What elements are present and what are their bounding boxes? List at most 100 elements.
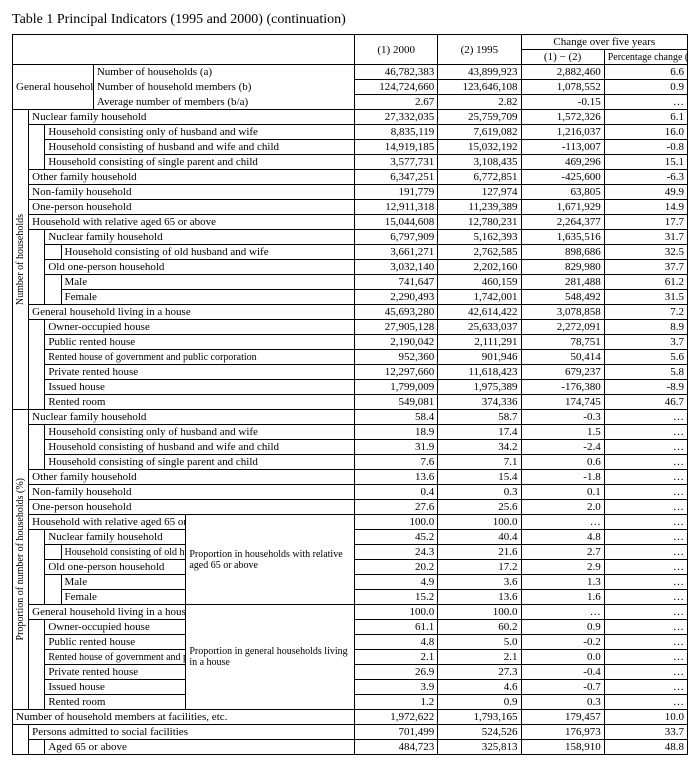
- cell-value: 58.7: [438, 410, 521, 425]
- cell-value: 1.6: [521, 590, 604, 605]
- cell-value: 100.0: [438, 515, 521, 530]
- cell-label: Number of households (a): [93, 65, 354, 80]
- cell-value: 6,772,851: [438, 170, 521, 185]
- cell-value: …: [604, 575, 687, 590]
- cell-value: 158,910: [521, 740, 604, 755]
- cell-value: -0.2: [521, 635, 604, 650]
- cell-value: 5.8: [604, 365, 687, 380]
- cell-value: 45.2: [355, 530, 438, 545]
- cell-value: 21.6: [438, 545, 521, 560]
- cell-label: Number of household members (b): [93, 80, 354, 95]
- cell-value: 11,239,389: [438, 200, 521, 215]
- cell-value: …: [521, 605, 604, 620]
- cell-label: Household consisting of husband and wife…: [45, 140, 355, 155]
- cell-value: 701,499: [355, 725, 438, 740]
- cell-value: 45,693,280: [355, 305, 438, 320]
- cell-value: -2.4: [521, 440, 604, 455]
- cell-label: Public rented house: [45, 335, 355, 350]
- cell-value: -0.3: [521, 410, 604, 425]
- note-proportion-rel65: Proportion in households with relative a…: [186, 515, 355, 605]
- cell-value: 0.4: [355, 485, 438, 500]
- cell-value: -176,380: [521, 380, 604, 395]
- cell-value: 484,723: [355, 740, 438, 755]
- cell-value: 2,190,042: [355, 335, 438, 350]
- cell-value: 12,297,660: [355, 365, 438, 380]
- cell-label: Male: [61, 575, 186, 590]
- cell-value: 1,216,037: [521, 125, 604, 140]
- cell-value: 78,751: [521, 335, 604, 350]
- cell-value: 1.2: [355, 695, 438, 710]
- cell-value: 15.4: [438, 470, 521, 485]
- cell-value: 11,618,423: [438, 365, 521, 380]
- cell-value: 15.1: [604, 155, 687, 170]
- cell-value: -6.3: [604, 170, 687, 185]
- cell-value: …: [604, 605, 687, 620]
- cell-value: …: [604, 425, 687, 440]
- cell-value: 1,972,622: [355, 710, 438, 725]
- cell-value: 1,572,326: [521, 110, 604, 125]
- cell-value: 2.9: [521, 560, 604, 575]
- cell-label: Other family household: [29, 170, 355, 185]
- cell-label: Nuclear family household: [29, 110, 355, 125]
- cell-value: 176,973: [521, 725, 604, 740]
- cell-label: Other family household: [29, 470, 355, 485]
- cell-label: Household consisting of husband and wife…: [45, 440, 355, 455]
- cell-value: -8.9: [604, 380, 687, 395]
- cell-label: Rented room: [45, 695, 186, 710]
- cell-value: 32.5: [604, 245, 687, 260]
- note-proportion-general: Proportion in general households living …: [186, 605, 355, 710]
- cell-label: Household with relative aged 65 or above: [29, 515, 186, 530]
- cell-label: One-person household: [29, 200, 355, 215]
- cell-value: 42,614,422: [438, 305, 521, 320]
- cell-value: 2.1: [438, 650, 521, 665]
- indicators-table: (1) 2000 (2) 1995 Change over five years…: [12, 34, 688, 755]
- cell-value: 0.6: [521, 455, 604, 470]
- cell-value: 1,671,929: [521, 200, 604, 215]
- cell-value: 34.2: [438, 440, 521, 455]
- cell-value: …: [604, 635, 687, 650]
- cell-value: 2.1: [355, 650, 438, 665]
- cell-value: -0.7: [521, 680, 604, 695]
- cell-label: Female: [61, 590, 186, 605]
- cell-value: …: [604, 470, 687, 485]
- cell-value: 8.9: [604, 320, 687, 335]
- cell-value: 469,296: [521, 155, 604, 170]
- cell-value: …: [604, 620, 687, 635]
- cell-value: 27.6: [355, 500, 438, 515]
- cell-value: 16.0: [604, 125, 687, 140]
- cell-label: Nuclear family household: [45, 230, 355, 245]
- cell-value: 40.4: [438, 530, 521, 545]
- cell-label: Owner-occupied house: [45, 320, 355, 335]
- cell-value: 679,237: [521, 365, 604, 380]
- cell-value: 174,745: [521, 395, 604, 410]
- cell-value: 8,835,119: [355, 125, 438, 140]
- col-1995: (2) 1995: [438, 35, 521, 65]
- cell-value: 4.9: [355, 575, 438, 590]
- cell-value: 15,044,608: [355, 215, 438, 230]
- cell-value: …: [604, 560, 687, 575]
- cell-label: General household living in a house: [29, 305, 355, 320]
- cell-value: 5,162,393: [438, 230, 521, 245]
- cell-value: 1,975,389: [438, 380, 521, 395]
- cell-value: 1,793,165: [438, 710, 521, 725]
- cell-value: 1.5: [521, 425, 604, 440]
- cell-value: 46.7: [604, 395, 687, 410]
- cell-value: 4.8: [355, 635, 438, 650]
- cell-value: 1,078,552: [521, 80, 604, 95]
- cell-value: 12,780,231: [438, 215, 521, 230]
- cell-value: 5.0: [438, 635, 521, 650]
- table-title: Table 1 Principal Indicators (1995 and 2…: [12, 12, 688, 28]
- col-diff: (1) − (2): [521, 50, 604, 65]
- cell-value: …: [604, 410, 687, 425]
- cell-label: One-person household: [29, 500, 355, 515]
- cell-value: 27,332,035: [355, 110, 438, 125]
- col-2000: (1) 2000: [355, 35, 438, 65]
- cell-value: 374,336: [438, 395, 521, 410]
- cell-value: 3,577,731: [355, 155, 438, 170]
- cell-label: Number of household members at facilitie…: [13, 710, 355, 725]
- cell-value: 17.7: [604, 215, 687, 230]
- cell-value: 0.1: [521, 485, 604, 500]
- col-pct: Percentage change (%): [604, 50, 687, 65]
- cell-value: 7.2: [604, 305, 687, 320]
- cell-value: …: [604, 695, 687, 710]
